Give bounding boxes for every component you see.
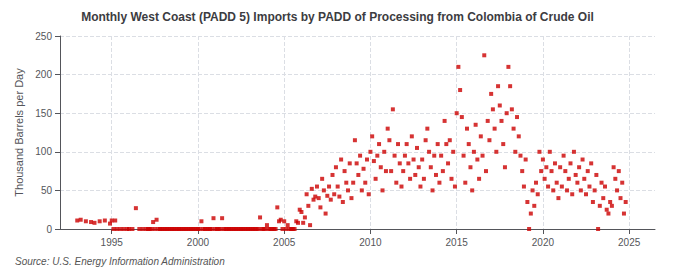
svg-text:2025: 2025	[618, 237, 641, 248]
svg-text:2005: 2005	[273, 237, 296, 248]
svg-text:Source: U.S. Energy Informatio: Source: U.S. Energy Information Administ…	[15, 256, 225, 267]
svg-text:50: 50	[41, 185, 53, 196]
svg-text:2015: 2015	[446, 237, 469, 248]
svg-text:Thousand Barrels per Day: Thousand Barrels per Day	[13, 68, 25, 197]
svg-text:2010: 2010	[359, 237, 382, 248]
svg-text:2020: 2020	[532, 237, 555, 248]
svg-text:100: 100	[35, 146, 52, 157]
svg-text:0: 0	[46, 224, 52, 235]
svg-text:2000: 2000	[187, 237, 210, 248]
svg-text:200: 200	[35, 69, 52, 80]
svg-text:1995: 1995	[101, 237, 124, 248]
svg-text:150: 150	[35, 108, 52, 119]
svg-text:250: 250	[35, 31, 52, 42]
svg-text:Monthly West Coast (PADD 5) Im: Monthly West Coast (PADD 5) Imports by P…	[81, 10, 594, 24]
